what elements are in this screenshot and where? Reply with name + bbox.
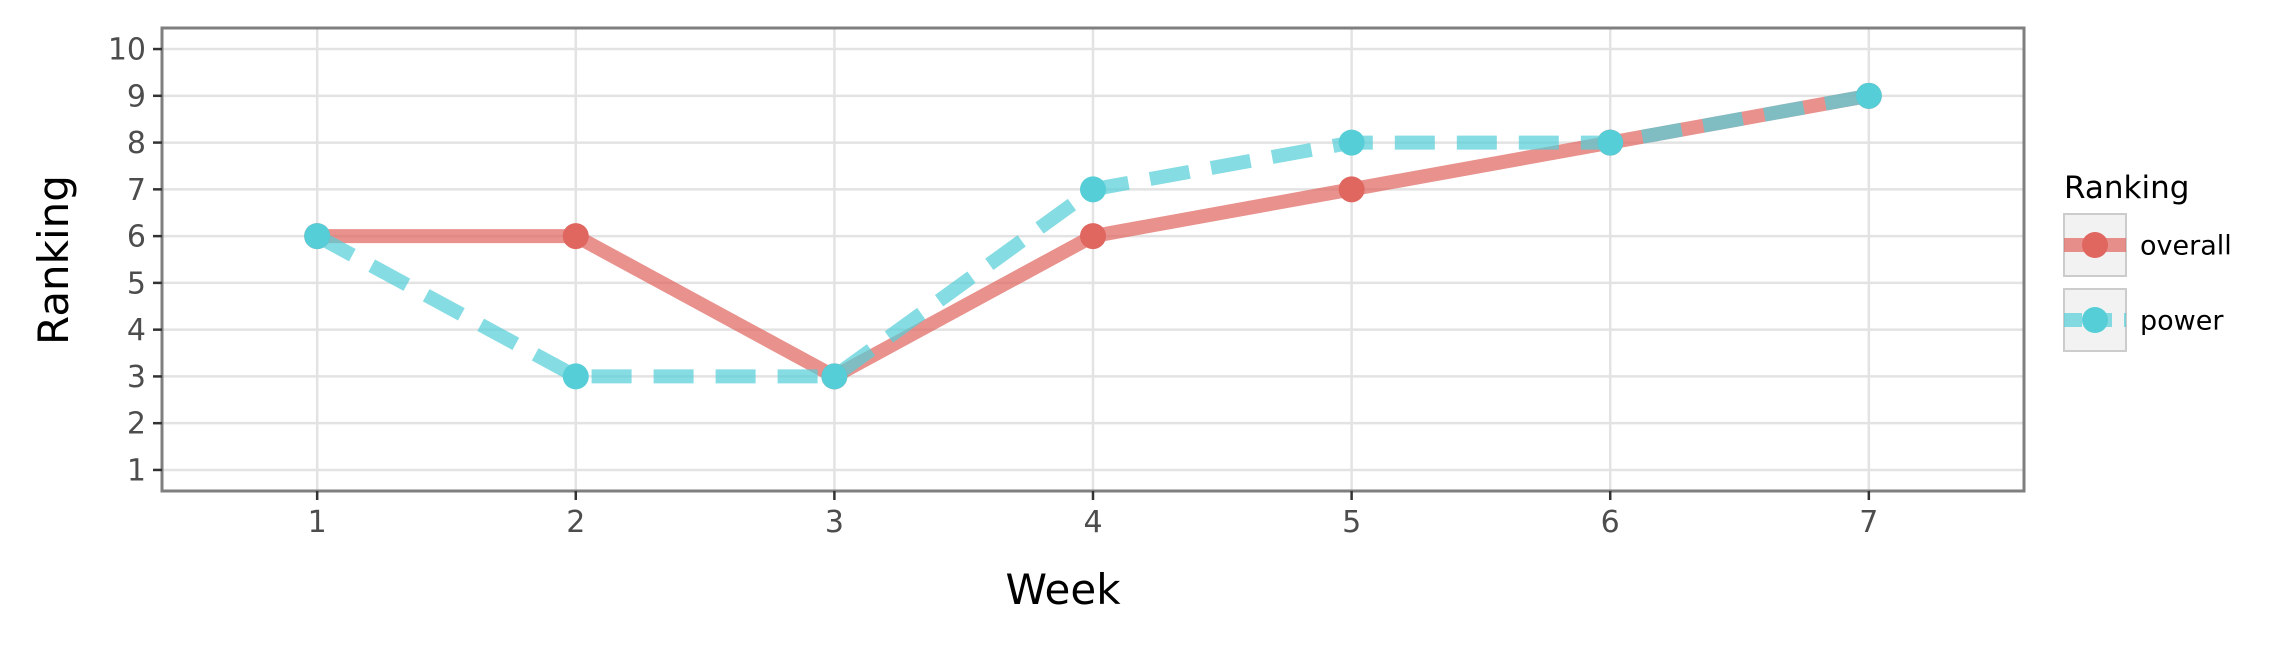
y-tick-label-6: 6: [127, 220, 146, 255]
x-tick-label-4: 4: [1083, 505, 1102, 540]
data-point-overall-week-5: [1338, 176, 1365, 203]
x-tick-label-2: 2: [566, 505, 585, 540]
y-tick-label-10: 10: [108, 33, 146, 68]
x-tick-label-3: 3: [825, 505, 844, 540]
data-point-power-week-1: [304, 223, 331, 250]
data-point-power-week-6: [1597, 129, 1624, 156]
y-tick-label-3: 3: [127, 360, 146, 395]
data-point-power-week-5: [1338, 129, 1365, 156]
y-axis-title: Ranking: [29, 175, 78, 345]
data-point-overall-week-4: [1080, 223, 1106, 250]
x-tick-label-6: 6: [1601, 505, 1620, 540]
data-point-power-week-2: [562, 363, 589, 390]
x-tick-label-1: 1: [308, 505, 327, 540]
data-point-overall-week-2: [562, 223, 589, 250]
y-tick-label-5: 5: [127, 266, 146, 301]
y-tick-label-8: 8: [127, 126, 146, 161]
data-point-power-week-4: [1080, 176, 1106, 203]
y-tick-label-7: 7: [127, 173, 146, 208]
legend-title: Ranking: [2064, 170, 2189, 206]
x-tick-label-5: 5: [1342, 505, 1361, 540]
series-layer: [304, 82, 1882, 390]
legend-label-power: power: [2140, 306, 2224, 337]
legend-marker-overall: [2082, 232, 2108, 258]
y-tick-label-4: 4: [127, 313, 146, 348]
y-tick-label-1: 1: [127, 453, 146, 488]
x-tick-label-7: 7: [1859, 505, 1878, 540]
x-axis-title: Week: [1005, 565, 1121, 614]
legend: Ranking overall power: [2063, 170, 2232, 352]
legend-marker-power: [2082, 307, 2108, 333]
y-tick-label-9: 9: [127, 79, 146, 114]
y-tick-label-2: 2: [127, 407, 146, 442]
data-point-power-week-7: [1855, 82, 1882, 109]
legend-label-overall: overall: [2140, 231, 2232, 262]
axes: 1 2 3 4 5 6 7 1 2 3 4 5 6 7 8 9 10: [108, 33, 1879, 540]
data-point-power-week-3: [821, 363, 848, 390]
